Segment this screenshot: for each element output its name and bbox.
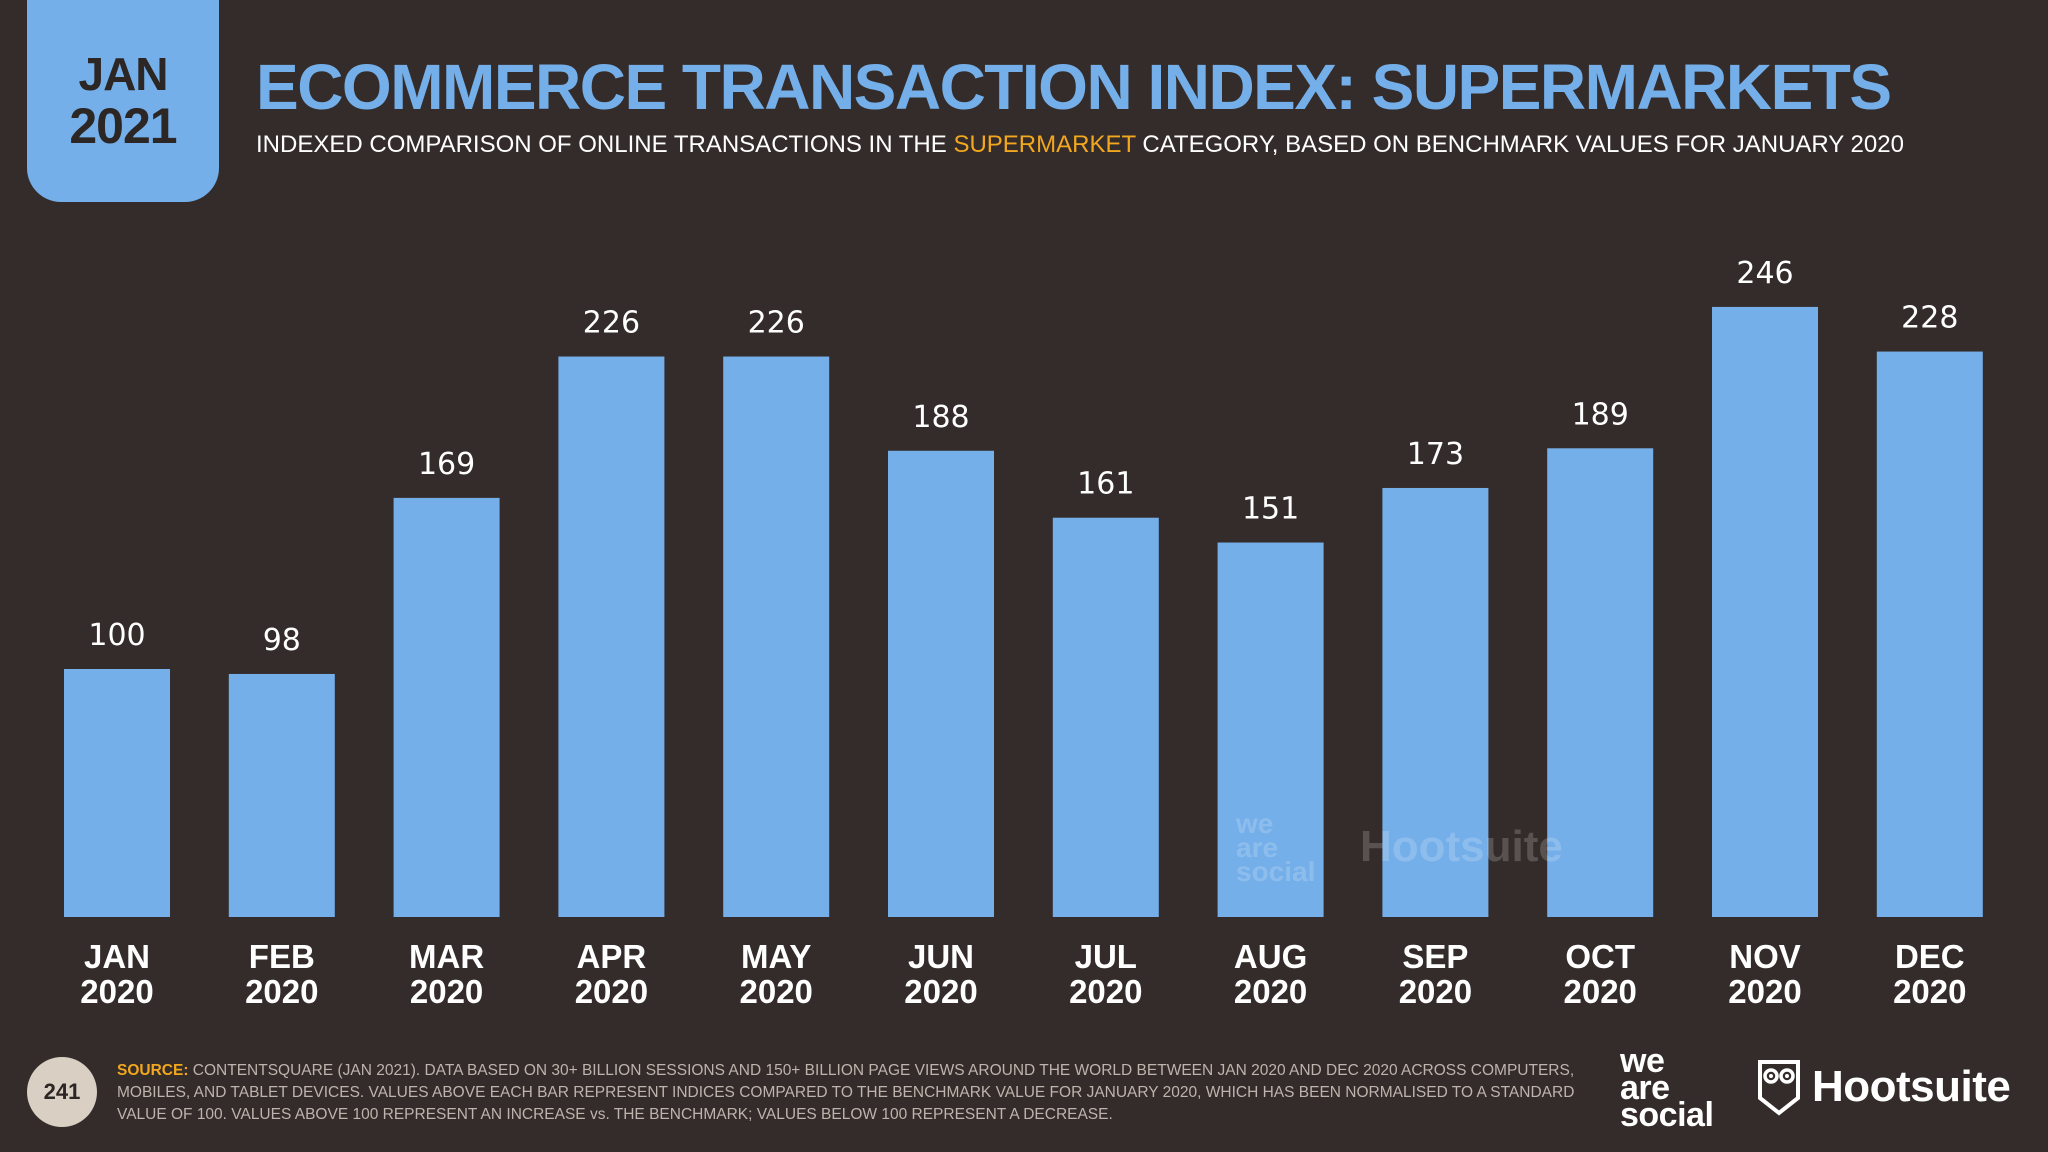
badge-month: JAN xyxy=(78,48,168,100)
hootsuite-logo: Hootsuite xyxy=(1756,1058,2011,1116)
watermark-we-are-social: we are social xyxy=(1236,808,1316,887)
x-tick-year: 2020 xyxy=(1563,973,1636,1010)
we-are-social-logo: we are social xyxy=(1620,1042,1714,1134)
bar-sep xyxy=(1382,487,1489,917)
x-tick-month: AUG xyxy=(1234,938,1307,975)
bar-mar xyxy=(393,497,500,917)
logo-we: we xyxy=(1620,1042,1665,1080)
subtitle-highlight: SUPERMARKET xyxy=(953,131,1136,158)
x-tick-year: 2020 xyxy=(245,973,318,1010)
bar-jul xyxy=(1052,517,1159,917)
bar-value-label: 246 xyxy=(1736,256,1793,291)
watermark-social: social xyxy=(1236,856,1316,887)
x-tick-year: 2020 xyxy=(1728,973,1801,1010)
x-tick-year: 2020 xyxy=(1069,973,1142,1010)
watermark-we: we xyxy=(1236,808,1274,839)
bar-value-label: 169 xyxy=(418,447,475,482)
x-tick-month: APR xyxy=(577,938,647,975)
x-tick-year: 2020 xyxy=(1893,973,1966,1010)
owl-icon xyxy=(1758,1060,1800,1116)
subtitle-text-after: CATEGORY, BASED ON BENCHMARK VALUES FOR … xyxy=(1135,131,1904,158)
x-tick-month: FEB xyxy=(249,938,315,975)
page-number: 241 xyxy=(27,1057,97,1127)
bar-value-label: 228 xyxy=(1901,301,1958,336)
x-tick-year: 2020 xyxy=(80,973,153,1010)
bar-value-label: 189 xyxy=(1572,397,1629,432)
x-tick-month: JUN xyxy=(908,938,974,975)
x-tick-month: NOV xyxy=(1729,938,1801,975)
x-tick-month: JUL xyxy=(1075,938,1137,975)
bar-oct xyxy=(1547,448,1654,917)
bar-jun xyxy=(888,450,994,917)
x-tick-month: JAN xyxy=(84,938,150,975)
date-badge: JAN 2021 xyxy=(27,0,219,202)
bar-nov xyxy=(1712,306,1818,917)
x-tick-month: MAY xyxy=(741,938,811,975)
watermark-are: are xyxy=(1236,832,1279,863)
x-tick-year: 2020 xyxy=(904,973,977,1010)
x-tick-month: OCT xyxy=(1565,938,1635,975)
bar-value-label: 188 xyxy=(912,400,969,435)
source-label: SOURCE: xyxy=(117,1062,189,1079)
page-subtitle: INDEXED COMPARISON OF ONLINE TRANSACTION… xyxy=(256,131,1904,159)
x-tick-year: 2020 xyxy=(410,973,483,1010)
bar-dec xyxy=(1876,351,1983,917)
bar-aug xyxy=(1217,542,1324,917)
bar-value-label: 161 xyxy=(1077,467,1134,502)
bar-jan xyxy=(64,669,170,917)
logo-are: are xyxy=(1620,1069,1670,1107)
logo-social: social xyxy=(1620,1096,1714,1134)
hootsuite-wordmark: Hootsuite xyxy=(1812,1062,2011,1111)
bar-may xyxy=(723,356,830,917)
subtitle-text-before: INDEXED COMPARISON OF ONLINE TRANSACTION… xyxy=(256,131,954,158)
bar-value-label: 98 xyxy=(263,623,301,658)
x-tick-month: MAR xyxy=(409,938,484,975)
x-tick-year: 2020 xyxy=(739,973,812,1010)
x-tick-month: SEP xyxy=(1402,938,1468,975)
source-note: SOURCE: CONTENTSQUARE (JAN 2021). DATA B… xyxy=(117,1060,1597,1126)
bar-value-label: 151 xyxy=(1242,492,1299,527)
bar-feb xyxy=(228,673,335,917)
bar-apr xyxy=(558,356,665,917)
x-tick-year: 2020 xyxy=(575,973,648,1010)
bar-value-label: 226 xyxy=(583,306,640,341)
x-tick-year: 2020 xyxy=(1234,973,1307,1010)
x-tick-month: DEC xyxy=(1895,938,1965,975)
x-tick-year: 2020 xyxy=(1399,973,1472,1010)
bar-value-label: 100 xyxy=(88,618,145,653)
page-title: ECOMMERCE TRANSACTION INDEX: SUPERMARKET… xyxy=(256,51,1892,123)
bar-value-label: 173 xyxy=(1407,437,1464,472)
badge-year: 2021 xyxy=(69,98,177,154)
bar-value-label: 226 xyxy=(748,306,805,341)
source-text: CONTENTSQUARE (JAN 2021). DATA BASED ON … xyxy=(117,1062,1575,1123)
watermark-hootsuite: Hootsuite xyxy=(1360,822,1563,871)
